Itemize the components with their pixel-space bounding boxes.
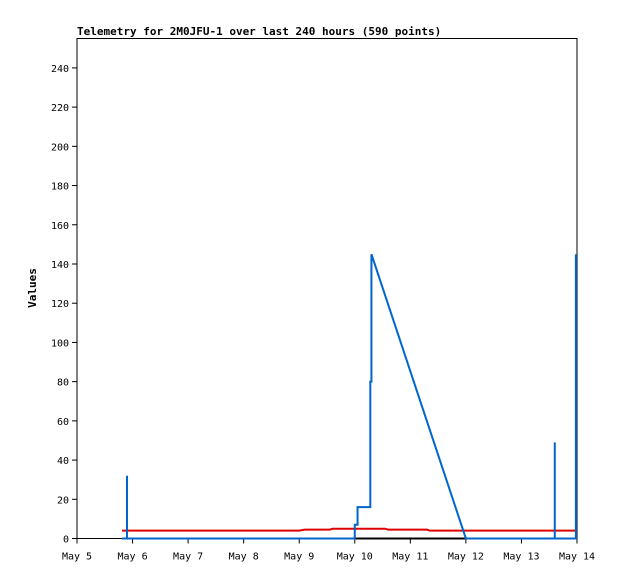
x-axis-ticks: May 5 May 6 May 7 May 8 May 9 May 10 May 11 May… [62,538,595,563]
y-tick-label: 160 [51,221,69,232]
y-axis-label: Values [26,268,39,308]
y-tick-label: 20 [57,495,69,506]
series-layer [122,253,577,540]
x-tick-label: May 5 [62,552,92,563]
y-tick-label: 140 [51,260,69,271]
x-tick-label: May 10 [337,552,373,563]
y-tick-label: 200 [51,142,69,153]
y-tick-label: 240 [51,64,69,75]
y-tick-label: 40 [57,456,69,467]
y-axis-ticks: 0 20 40 60 80 100 120 140 160 180 200 220 240 [51,64,77,546]
x-tick-label: May 12 [448,552,484,563]
y-tick-label: 80 [57,378,69,389]
chart-title: Telemetry for 2M0JFU-1 over last 240 hou… [77,25,441,38]
x-tick-label: May 13 [503,552,539,563]
plot-area [76,38,578,539]
x-tick-label: May 9 [284,552,314,563]
x-tick-label: May 14 [559,552,595,563]
y-tick-label: 0 [63,535,69,546]
series-line-2 [122,527,577,532]
x-tick-label: May 7 [173,552,203,563]
y-tick-label: 220 [51,103,69,114]
y-tick-label: 60 [57,417,69,428]
x-tick-label: May 8 [229,552,259,563]
y-tick-label: 100 [51,338,69,349]
series-line-3 [122,253,577,540]
x-tick-label: May 6 [118,552,148,563]
y-tick-label: 120 [51,299,69,310]
y-tick-label: 180 [51,182,69,193]
x-tick-label: May 11 [392,552,428,563]
